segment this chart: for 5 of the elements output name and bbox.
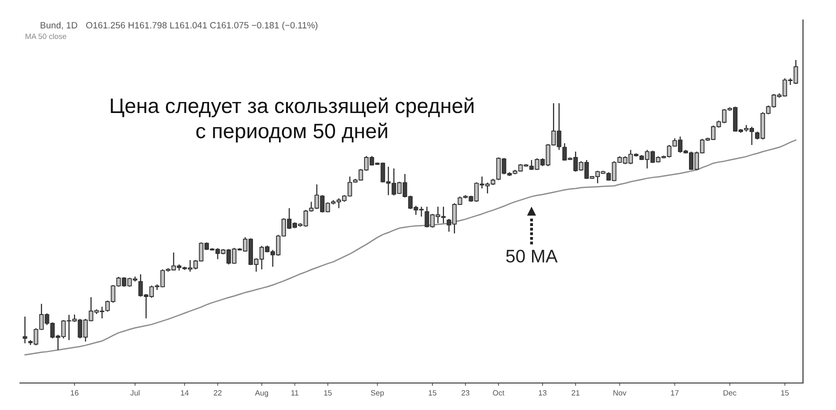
text: 50 MA (506, 250, 558, 263)
annotation: Цена следует за скользящей средней с периодом 50 дней (110, 98, 474, 142)
chart-title: Bund, 1D (40, 22, 78, 30)
chart-subtitle: O161.256 H161.798 L161.041 C161.075 −0.181 (−0.11%) (86, 22, 318, 30)
candlestick (22, 316, 28, 344)
